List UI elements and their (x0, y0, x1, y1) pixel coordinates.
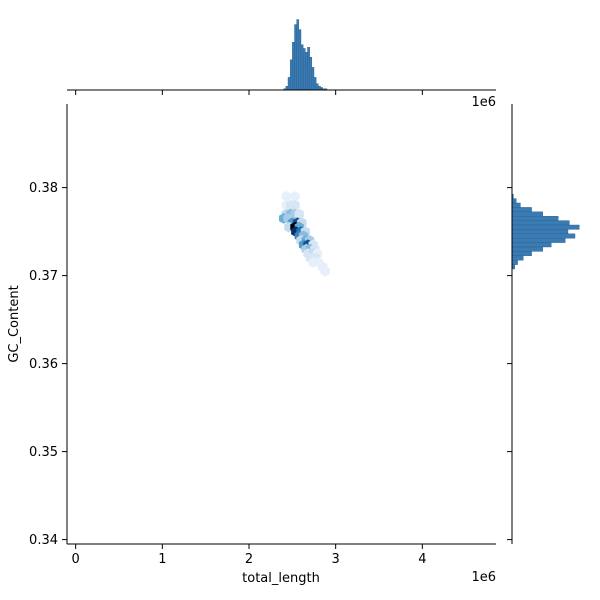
right-histogram-bar (511, 211, 543, 217)
hexbin-cell (290, 199, 300, 211)
right-marginal-ticks (507, 187, 512, 541)
top-histogram-bar (311, 67, 315, 91)
y-tick-label: 0.34 (29, 533, 58, 548)
right-histogram-bar (511, 255, 524, 261)
x-tick-label: 0 (72, 552, 80, 567)
x-tick-label: 3 (332, 552, 340, 567)
x-axis-ticks: 0 1 2 3 4 (72, 544, 426, 567)
right-histogram-bar (511, 207, 532, 212)
y-tick-label: 0.37 (29, 269, 58, 284)
right-histogram-bar (511, 229, 569, 234)
right-histogram-bar (511, 242, 552, 248)
y-tick-label: 0.36 (29, 357, 58, 372)
y-axis-ticks: 0.34 0.35 0.36 0.37 0.38 (29, 181, 67, 548)
top-histogram-bar (294, 24, 297, 91)
top-histogram-bar (289, 59, 293, 91)
hexbin-cell (294, 208, 304, 220)
top-histogram-bar (300, 44, 304, 91)
top-histogram-bar (287, 77, 291, 91)
hexbin-cells (279, 191, 330, 277)
right-histogram-bar (511, 224, 580, 230)
top-histogram-bar (302, 48, 306, 91)
x-tick-label: 1 (158, 552, 166, 567)
top-histogram-bar (318, 86, 321, 91)
right-histogram-bar (511, 251, 532, 256)
top-histogram-bar (285, 86, 289, 91)
top-histogram-bar (307, 47, 310, 91)
right-histogram-bar (511, 260, 518, 265)
right-marginal-histogram (507, 104, 580, 544)
y-tick-label: 0.35 (29, 445, 58, 460)
top-marginal-ticks (75, 90, 423, 95)
x-axis-label: total_length (242, 571, 320, 586)
hexbin-cell (320, 265, 330, 277)
right-histogram-bar (511, 215, 559, 221)
right-histogram-bar (511, 233, 576, 239)
top-histogram-bar (298, 29, 302, 91)
right-histogram-bar (511, 237, 566, 243)
right-histogram-bar (511, 246, 543, 252)
x-tick-label: 4 (418, 552, 426, 567)
top-marginal-histogram: 1e6 (67, 19, 496, 110)
right-histogram-bar (511, 202, 521, 208)
right-histogram-bars (511, 193, 580, 270)
top-offset-label: 1e6 (471, 95, 496, 110)
top-histogram-bar (313, 77, 317, 91)
x-tick-label: 2 (245, 552, 253, 567)
top-histogram-bar (305, 52, 308, 91)
top-histogram-bar (292, 41, 295, 91)
top-histogram-bar (309, 57, 313, 91)
y-tick-label: 0.38 (29, 181, 58, 196)
right-histogram-bar (511, 220, 570, 226)
top-histogram-bar (315, 83, 319, 91)
hexbin-cell (281, 191, 291, 202)
hexbin-cell (290, 191, 300, 202)
top-histogram-bar (296, 19, 300, 91)
right-histogram-bar (511, 198, 517, 204)
y-axis-label: GC_Content (7, 285, 22, 362)
x-offset-label: 1e6 (471, 570, 496, 585)
